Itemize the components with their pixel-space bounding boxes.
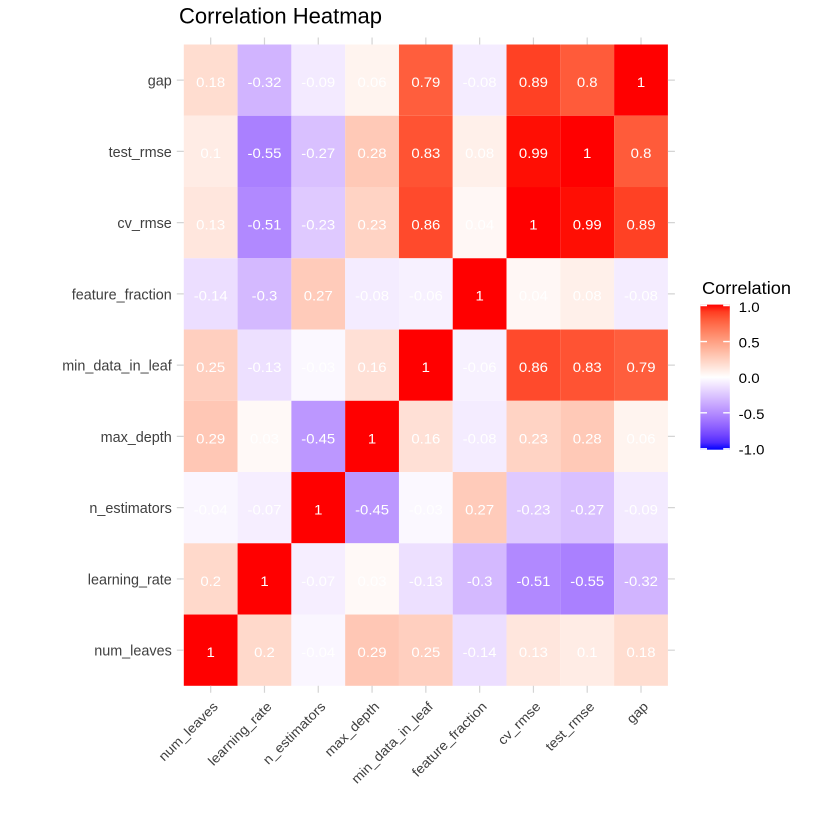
svg-text:0.18: 0.18 — [196, 75, 225, 91]
svg-text:0.04: 0.04 — [465, 217, 494, 233]
svg-text:-0.07: -0.07 — [248, 503, 282, 519]
svg-text:-0.04: -0.04 — [301, 645, 335, 661]
svg-text:num_leaves: num_leaves — [94, 644, 172, 660]
svg-text:1: 1 — [207, 645, 215, 661]
svg-text:-0.13: -0.13 — [409, 574, 443, 590]
svg-text:Correlation Heatmap: Correlation Heatmap — [179, 3, 382, 28]
svg-text:-0.51: -0.51 — [248, 217, 282, 233]
svg-text:0.18: 0.18 — [627, 645, 656, 661]
svg-text:-0.06: -0.06 — [463, 360, 497, 376]
svg-text:0.16: 0.16 — [411, 431, 440, 447]
svg-text:-0.27: -0.27 — [570, 503, 604, 519]
svg-text:-0.03: -0.03 — [301, 360, 335, 376]
svg-text:0.1: 0.1 — [577, 645, 598, 661]
svg-text:0.29: 0.29 — [358, 645, 387, 661]
svg-text:0.0: 0.0 — [739, 371, 760, 386]
svg-text:1: 1 — [475, 289, 483, 305]
svg-text:0.79: 0.79 — [627, 360, 656, 376]
svg-text:-0.23: -0.23 — [516, 503, 550, 519]
svg-text:1: 1 — [529, 217, 537, 233]
svg-text:max_depth: max_depth — [101, 430, 172, 446]
svg-text:0.08: 0.08 — [465, 146, 494, 162]
svg-text:-0.55: -0.55 — [248, 146, 282, 162]
svg-text:-0.07: -0.07 — [301, 574, 335, 590]
svg-text:1: 1 — [637, 75, 645, 91]
svg-text:1: 1 — [368, 431, 376, 447]
svg-text:0.06: 0.06 — [358, 75, 387, 91]
svg-text:1.0: 1.0 — [739, 300, 760, 315]
svg-text:n_estimators: n_estimators — [89, 501, 171, 517]
svg-text:-0.09: -0.09 — [624, 503, 658, 519]
svg-text:-0.03: -0.03 — [409, 503, 443, 519]
svg-text:Correlation: Correlation — [702, 278, 791, 298]
svg-text:-0.08: -0.08 — [355, 289, 389, 305]
svg-text:0.03: 0.03 — [358, 574, 387, 590]
svg-text:0.16: 0.16 — [358, 360, 387, 376]
svg-text:-0.06: -0.06 — [409, 289, 443, 305]
svg-text:-0.14: -0.14 — [194, 289, 228, 305]
svg-text:test_rmse: test_rmse — [109, 145, 172, 161]
svg-text:-0.32: -0.32 — [248, 75, 282, 91]
svg-text:cv_rmse: cv_rmse — [117, 216, 171, 232]
svg-text:0.28: 0.28 — [358, 146, 387, 162]
svg-text:0.23: 0.23 — [358, 217, 387, 233]
svg-text:-0.51: -0.51 — [516, 574, 550, 590]
svg-text:1: 1 — [314, 503, 322, 519]
svg-text:0.8: 0.8 — [577, 75, 598, 91]
svg-text:0.08: 0.08 — [573, 289, 602, 305]
svg-text:0.25: 0.25 — [411, 645, 440, 661]
svg-text:0.99: 0.99 — [519, 146, 548, 162]
svg-text:0.2: 0.2 — [254, 645, 275, 661]
svg-text:0.99: 0.99 — [573, 217, 602, 233]
svg-text:-0.27: -0.27 — [301, 146, 335, 162]
svg-text:0.1: 0.1 — [200, 146, 221, 162]
svg-text:learning_rate: learning_rate — [88, 572, 172, 588]
svg-text:-0.55: -0.55 — [570, 574, 604, 590]
svg-text:1: 1 — [422, 360, 430, 376]
svg-text:1: 1 — [260, 574, 268, 590]
svg-text:0.5: 0.5 — [739, 335, 760, 350]
svg-text:-0.14: -0.14 — [463, 645, 497, 661]
svg-text:-0.23: -0.23 — [301, 217, 335, 233]
svg-text:0.29: 0.29 — [196, 431, 225, 447]
svg-text:0.86: 0.86 — [411, 217, 440, 233]
svg-text:-0.3: -0.3 — [252, 289, 278, 305]
svg-text:-0.3: -0.3 — [467, 574, 493, 590]
svg-text:0.86: 0.86 — [519, 360, 548, 376]
svg-text:1: 1 — [583, 146, 591, 162]
svg-text:0.8: 0.8 — [631, 146, 652, 162]
svg-text:-0.45: -0.45 — [301, 431, 335, 447]
svg-text:0.2: 0.2 — [200, 574, 221, 590]
svg-text:feature_fraction: feature_fraction — [72, 287, 172, 303]
svg-text:0.04: 0.04 — [519, 289, 548, 305]
svg-text:0.89: 0.89 — [519, 75, 548, 91]
svg-text:gap: gap — [148, 74, 172, 90]
svg-text:-0.08: -0.08 — [463, 75, 497, 91]
svg-text:0.83: 0.83 — [573, 360, 602, 376]
svg-text:0.27: 0.27 — [465, 503, 494, 519]
svg-text:-0.08: -0.08 — [624, 289, 658, 305]
svg-text:0.83: 0.83 — [411, 146, 440, 162]
svg-text:0.28: 0.28 — [573, 431, 602, 447]
svg-text:0.27: 0.27 — [304, 289, 333, 305]
svg-text:0.13: 0.13 — [519, 645, 548, 661]
svg-text:-0.32: -0.32 — [624, 574, 658, 590]
svg-text:-0.45: -0.45 — [355, 503, 389, 519]
svg-text:0.89: 0.89 — [627, 217, 656, 233]
svg-text:0.23: 0.23 — [519, 431, 548, 447]
svg-text:min_data_in_leaf: min_data_in_leaf — [62, 359, 173, 375]
svg-text:0.06: 0.06 — [627, 431, 656, 447]
svg-text:-0.13: -0.13 — [248, 360, 282, 376]
svg-text:0.25: 0.25 — [196, 360, 225, 376]
svg-text:-1.0: -1.0 — [739, 442, 765, 457]
svg-text:-0.5: -0.5 — [739, 407, 765, 422]
svg-text:0.13: 0.13 — [196, 217, 225, 233]
svg-text:-0.09: -0.09 — [301, 75, 335, 91]
svg-text:-0.08: -0.08 — [463, 431, 497, 447]
svg-text:0.79: 0.79 — [411, 75, 440, 91]
svg-text:-0.04: -0.04 — [194, 503, 228, 519]
svg-text:0.03: 0.03 — [250, 431, 279, 447]
